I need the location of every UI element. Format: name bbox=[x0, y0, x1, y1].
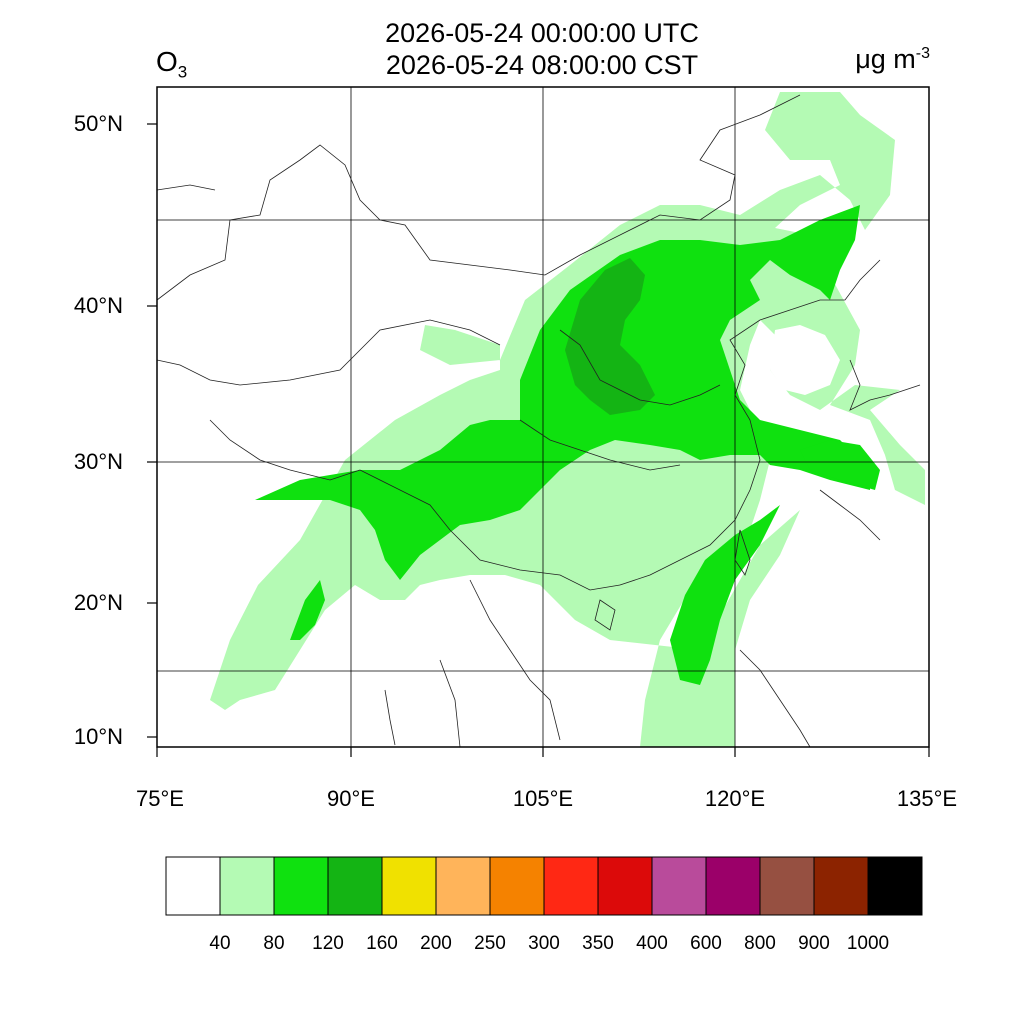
ozone-band-80-120-south bbox=[670, 505, 780, 685]
lon-label-75: 75°E bbox=[136, 786, 184, 811]
lon-label-135: 135°E bbox=[896, 786, 958, 811]
ozone-band-80-120-west bbox=[290, 580, 325, 640]
colorbar-label: 900 bbox=[798, 933, 830, 954]
ozone-band-120-160 bbox=[565, 258, 655, 415]
colorbar-label: 400 bbox=[636, 933, 668, 954]
lat-label-30: 30°N bbox=[73, 449, 123, 474]
ozone-gap bbox=[770, 325, 840, 395]
local-time-title: 2026-05-24 08:00:00 CST bbox=[385, 50, 699, 80]
lon-label-105: 105°E bbox=[512, 786, 574, 811]
axis-ticks bbox=[147, 123, 930, 757]
colorbar-label: 350 bbox=[582, 933, 614, 954]
colorbar-label: 80 bbox=[263, 933, 285, 954]
colorbar-label: 1000 bbox=[846, 933, 890, 954]
colorbar-label: 40 bbox=[209, 933, 231, 954]
colorbar-label: 300 bbox=[528, 933, 560, 954]
graticule bbox=[157, 87, 929, 747]
colorbar-label: 120 bbox=[312, 933, 344, 954]
colorbar-label: 800 bbox=[744, 933, 776, 954]
unit-label: μg m-3 bbox=[855, 44, 930, 74]
lon-label-90: 90°E bbox=[327, 786, 375, 811]
colorbar-label: 160 bbox=[366, 933, 398, 954]
lat-label-10: 10°N bbox=[73, 724, 123, 749]
lat-label-20: 20°N bbox=[73, 590, 123, 615]
lat-label-40: 40°N bbox=[73, 293, 123, 318]
colorbar-label: 200 bbox=[420, 933, 452, 954]
variable-label: O3 bbox=[156, 46, 188, 82]
utc-time-title: 2026-05-24 00:00:00 UTC bbox=[385, 18, 699, 48]
colorbar-label: 250 bbox=[474, 933, 506, 954]
lon-label-120: 120°E bbox=[704, 786, 766, 811]
ozone-band-80-120 bbox=[255, 205, 870, 580]
boundaries bbox=[156, 94, 921, 748]
lat-label-50: 50°N bbox=[73, 111, 123, 136]
colorbar-label: 600 bbox=[690, 933, 722, 954]
ozone-band-80-120-east bbox=[800, 440, 880, 490]
